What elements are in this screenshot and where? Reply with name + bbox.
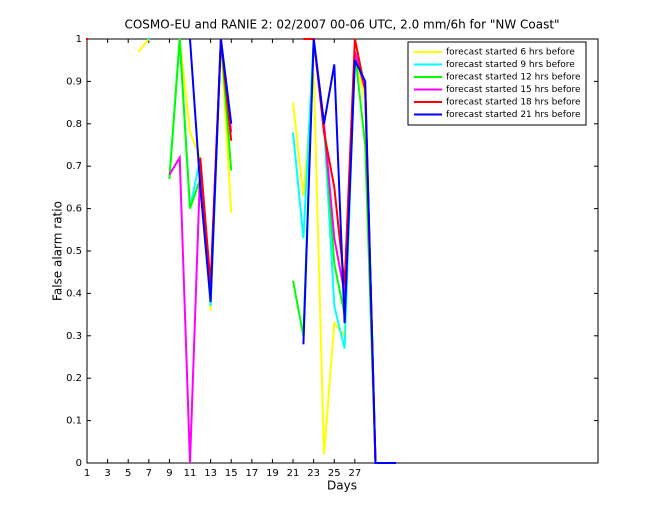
x-tick-label: 9	[166, 468, 172, 479]
y-tick-label: 0.3	[66, 331, 82, 342]
y-tick-label: 0.2	[66, 373, 82, 384]
y-tick-label: 0.5	[66, 246, 82, 257]
legend-label: forecast started 6 hrs before	[446, 48, 575, 58]
y-tick-label: 0.4	[66, 288, 82, 299]
y-axis-label: False alarm ratio	[51, 201, 65, 301]
x-tick-label: 11	[184, 468, 197, 479]
chart-title: COSMO-EU and RANIE 2: 02/2007 00-06 UTC,…	[124, 18, 559, 32]
x-tick-label: 3	[104, 468, 110, 479]
series-line	[189, 38, 397, 464]
y-tick-label: 0.1	[66, 416, 82, 427]
y-tick-label: 0.9	[66, 76, 82, 87]
y-tick-label: 0.8	[66, 119, 82, 130]
x-tick-label: 21	[287, 468, 300, 479]
x-tick-label: 17	[245, 468, 258, 479]
x-tick-label: 1	[84, 468, 90, 479]
legend-label: forecast started 12 hrs before	[446, 73, 581, 83]
x-tick-label: 5	[125, 468, 131, 479]
x-tick-label: 7	[146, 468, 152, 479]
legend-label: forecast started 18 hrs before	[446, 98, 581, 108]
legend-box	[407, 41, 587, 126]
y-tick-label: 0	[76, 458, 82, 469]
x-tick-label: 23	[307, 468, 320, 479]
legend-label: forecast started 9 hrs before	[446, 60, 575, 70]
x-tick-label: 19	[266, 468, 279, 479]
y-tick-label: 1	[76, 34, 82, 45]
x-tick-label: 15	[225, 468, 238, 479]
y-tick-label: 0.7	[66, 161, 82, 172]
legend-label: forecast started 15 hrs before	[446, 85, 581, 95]
x-tick-label: 25	[328, 468, 341, 479]
x-axis-label: Days	[327, 479, 357, 493]
y-tick-label: 0.6	[66, 204, 82, 215]
x-tick-label: 13	[204, 468, 217, 479]
x-tick-label: 27	[348, 468, 361, 479]
legend-label: forecast started 21 hrs before	[446, 110, 581, 120]
